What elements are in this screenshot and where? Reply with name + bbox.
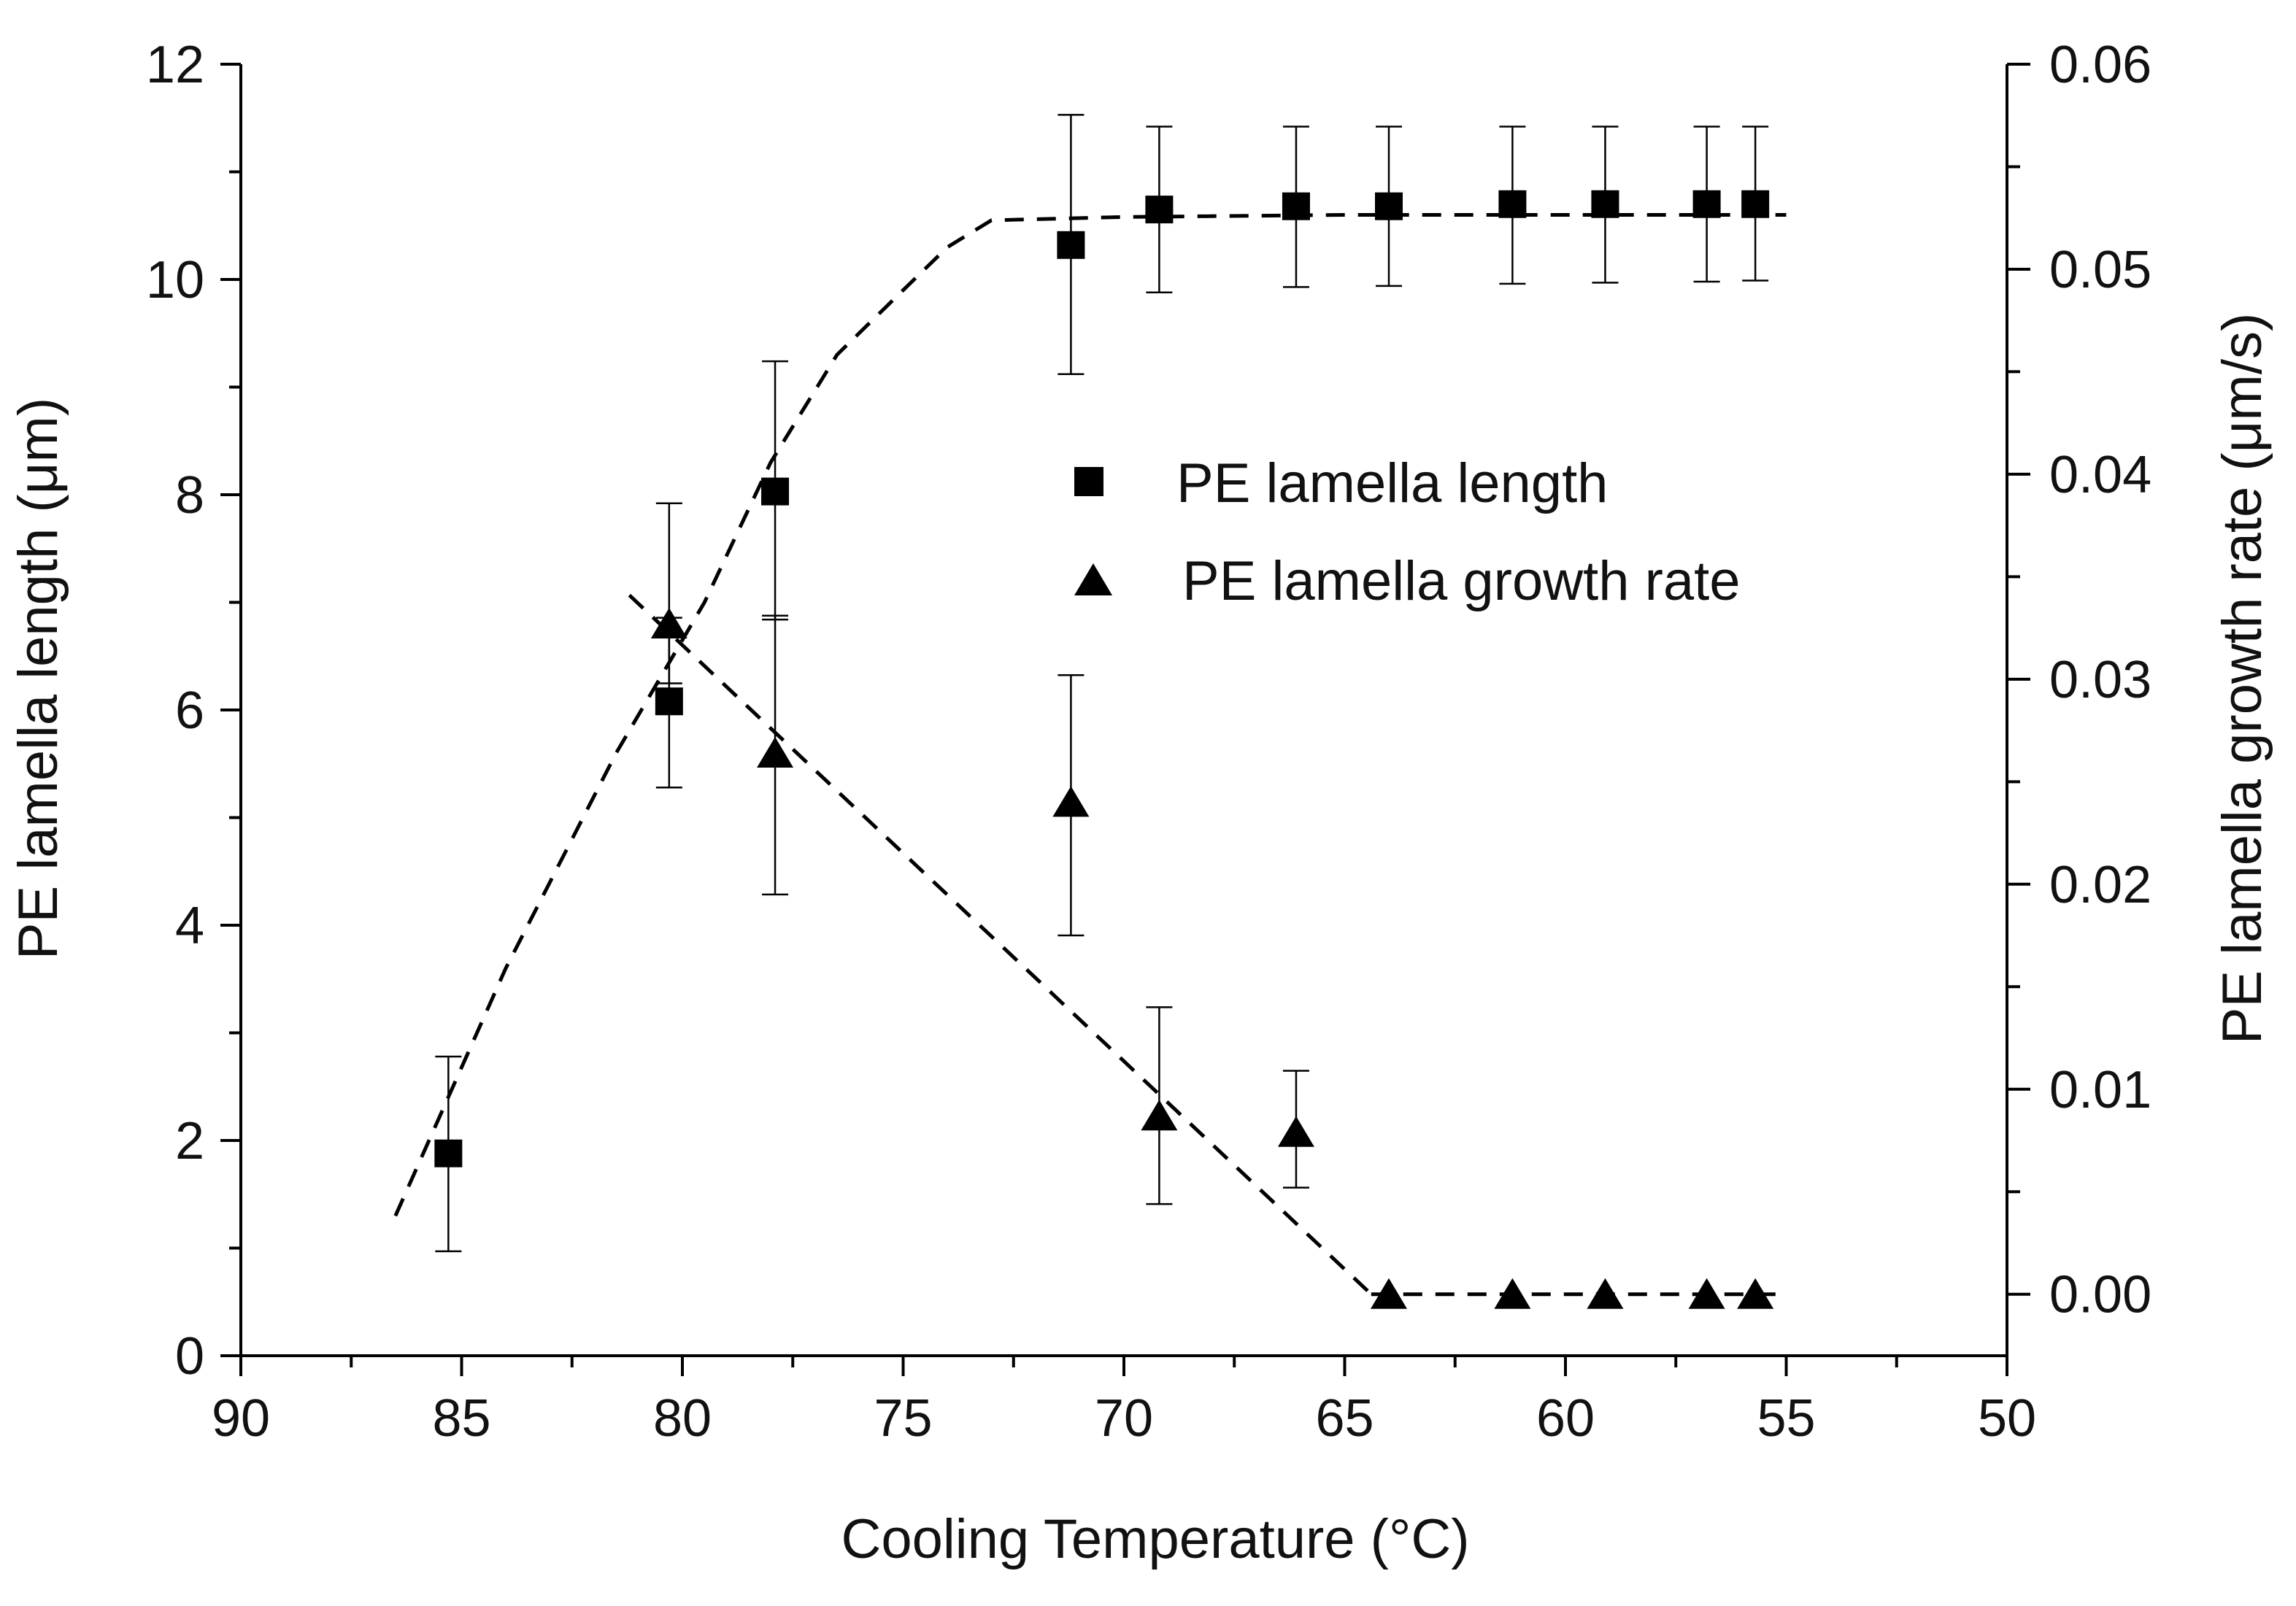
length-marker <box>1498 190 1527 218</box>
y-tick-label: 10 <box>146 251 204 309</box>
data-markers <box>434 190 1774 1309</box>
length-marker <box>1145 196 1174 224</box>
x-tick-label: 80 <box>653 1389 712 1448</box>
length-marker <box>1591 190 1619 218</box>
growth-rate-marker <box>1277 1116 1314 1147</box>
length-marker <box>1692 190 1721 218</box>
x-axis-title: Cooling Temperature (°C) <box>841 1508 1469 1570</box>
y2-tick-label: 0.03 <box>2049 651 2151 709</box>
axes: 90 85 80 75 70 65 60 55 50 0 2 4 6 8 10 12 0.00 0.01 0.02 0… <box>146 36 2151 1448</box>
y-tick-label: 12 <box>146 36 204 94</box>
growth-rate-marker <box>1494 1278 1531 1309</box>
length-marker <box>1282 192 1310 220</box>
legend-triangle-marker <box>1074 563 1112 595</box>
y2-tick-label: 0.00 <box>2049 1266 2151 1324</box>
y2-tick-label: 0.05 <box>2049 241 2151 299</box>
x-tick-label: 65 <box>1315 1389 1374 1448</box>
error-bars <box>435 114 1769 1253</box>
y-tick-label: 8 <box>175 466 204 525</box>
legend: PE lamella length PE lamella growth rate <box>1074 452 1741 612</box>
legend-label-growth: PE lamella growth rate <box>1182 550 1741 612</box>
x-tick-label: 60 <box>1536 1389 1595 1448</box>
length-marker <box>1741 190 1770 218</box>
y2-tick-label: 0.04 <box>2049 446 2151 504</box>
legend-square-marker <box>1074 467 1103 496</box>
x-tick-label: 85 <box>432 1389 490 1448</box>
x-tick-label: 90 <box>212 1389 270 1448</box>
growth-rate-marker <box>1141 1100 1178 1131</box>
growth-rate-marker <box>1052 786 1090 817</box>
x-tick-label: 55 <box>1757 1389 1815 1448</box>
y-tick-label: 4 <box>175 897 204 955</box>
x-tick-label: 70 <box>1095 1389 1153 1448</box>
length-marker <box>1057 231 1085 259</box>
length-marker <box>655 687 683 716</box>
fit-line-length-trend <box>393 213 1787 1217</box>
growth-rate-marker <box>1371 1278 1407 1309</box>
growth-rate-marker <box>1587 1278 1624 1309</box>
y-tick-label: 0 <box>175 1327 204 1386</box>
y2-tick-label: 0.06 <box>2049 36 2151 94</box>
growth-rate-marker <box>1688 1278 1725 1309</box>
y2-tick-label: 0.01 <box>2049 1061 2151 1119</box>
growth-rate-marker <box>650 608 687 638</box>
growth-rate-marker <box>757 737 794 768</box>
y-tick-label: 6 <box>175 682 204 740</box>
x-tick-label: 75 <box>874 1389 932 1448</box>
y2-tick-label: 0.02 <box>2049 856 2151 914</box>
length-marker <box>1375 192 1403 220</box>
y-axis-title: PE lamella length (μm) <box>7 398 69 960</box>
fit-line-growth-rate-trend <box>628 593 1373 1296</box>
length-marker <box>434 1139 463 1167</box>
fit-lines <box>393 213 1787 1297</box>
x-tick-label: 50 <box>1978 1389 2036 1448</box>
legend-label-length: PE lamella length <box>1176 452 1608 514</box>
growth-rate-marker <box>1737 1278 1774 1309</box>
length-marker <box>761 477 790 506</box>
y2-axis-title: PE lamella growth rate (μm/s) <box>2211 313 2273 1045</box>
y-tick-label: 2 <box>175 1112 204 1170</box>
